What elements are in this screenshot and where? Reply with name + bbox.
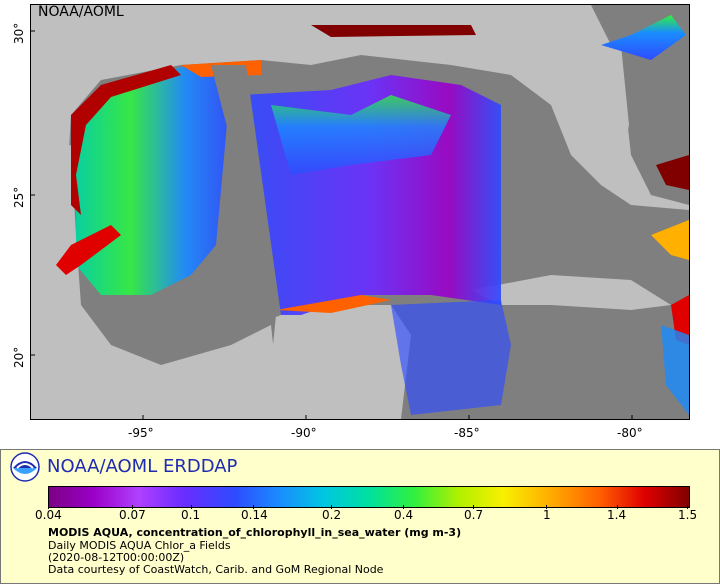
lat-tick-label: 25° [12, 186, 26, 208]
colorbar-tickmark [687, 505, 688, 509]
colorbar-tick-label: 0.7 [464, 508, 484, 522]
chl-coastal-yucatan [276, 295, 391, 313]
tick-marks [31, 30, 633, 419]
colorbar-tickmark [331, 505, 332, 509]
yucatan-land [271, 305, 411, 419]
colorbar-tick-label: 0.2 [322, 508, 342, 522]
swath-gap [211, 65, 281, 317]
chl-coastal-bahamas [656, 155, 689, 190]
lon-tick-label: -85° [454, 426, 480, 440]
colorbar-tickmark [617, 505, 618, 509]
chl-patch-caribbean [661, 325, 689, 415]
colorbar-tick-label: 0.1 [181, 508, 201, 522]
colorbar-tick-label: 0.4 [394, 508, 414, 522]
colorbar-tick-label: 1.4 [607, 508, 627, 522]
noaa-logo [10, 452, 40, 482]
legend-time-line: (2020-08-12T00:00:00Z) [48, 551, 185, 564]
chl-coastal-atlantic [601, 15, 686, 60]
colorbar-tickmark [546, 505, 547, 509]
lat-tick-label: 30° [12, 22, 26, 44]
lat-tick-label: 20° [12, 346, 26, 368]
atlantic-ocean [591, 5, 689, 205]
legend-credit-line: Data courtesy of CoastWatch, Carib. and … [48, 563, 384, 576]
chl-coastal-texas [71, 65, 181, 215]
colorbar-tick-label: 0.07 [119, 508, 146, 522]
lon-tick-label: -80° [617, 426, 643, 440]
mexico-land [31, 145, 281, 419]
chl-swath-southeast [391, 300, 511, 415]
legend-panel [0, 449, 720, 584]
lon-tick-label: -95° [128, 426, 154, 440]
map-panel [30, 4, 690, 420]
chl-patch-north [271, 95, 451, 175]
colorbar-tick-label: 0.04 [35, 508, 62, 522]
colorbar-tickmark [191, 505, 192, 509]
colorbar-tickmark [253, 505, 254, 509]
colorbar-tickmark [403, 505, 404, 509]
legend-dataset-line: Daily MODIS AQUA Chlor_a Fields [48, 539, 231, 552]
colorbar-tickmark [48, 505, 49, 509]
colorbar-tick-label: 0.14 [241, 508, 268, 522]
colorbar-tick-label: 1.5 [678, 508, 698, 522]
legend-variable-line: MODIS AQUA, concentration_of_chlorophyll… [48, 526, 462, 539]
cuba-land [471, 275, 671, 310]
chl-coastal-tamaulipas [56, 225, 121, 275]
chlorophyll-map [31, 5, 689, 419]
lon-tick-label: -90° [291, 426, 317, 440]
florida-land [571, 35, 629, 175]
legend-title: NOAA/AOML ERDDAP [47, 456, 238, 477]
chl-coastal-keys [651, 220, 689, 260]
map-corner-label: NOAA/AOML [38, 4, 124, 20]
colorbar-tickmark [132, 505, 133, 509]
colorbar-tickmark [473, 505, 474, 509]
chl-coastal-panhandle [311, 25, 476, 37]
colorbar-tick-label: 1 [543, 508, 551, 522]
colorbar [48, 486, 690, 508]
